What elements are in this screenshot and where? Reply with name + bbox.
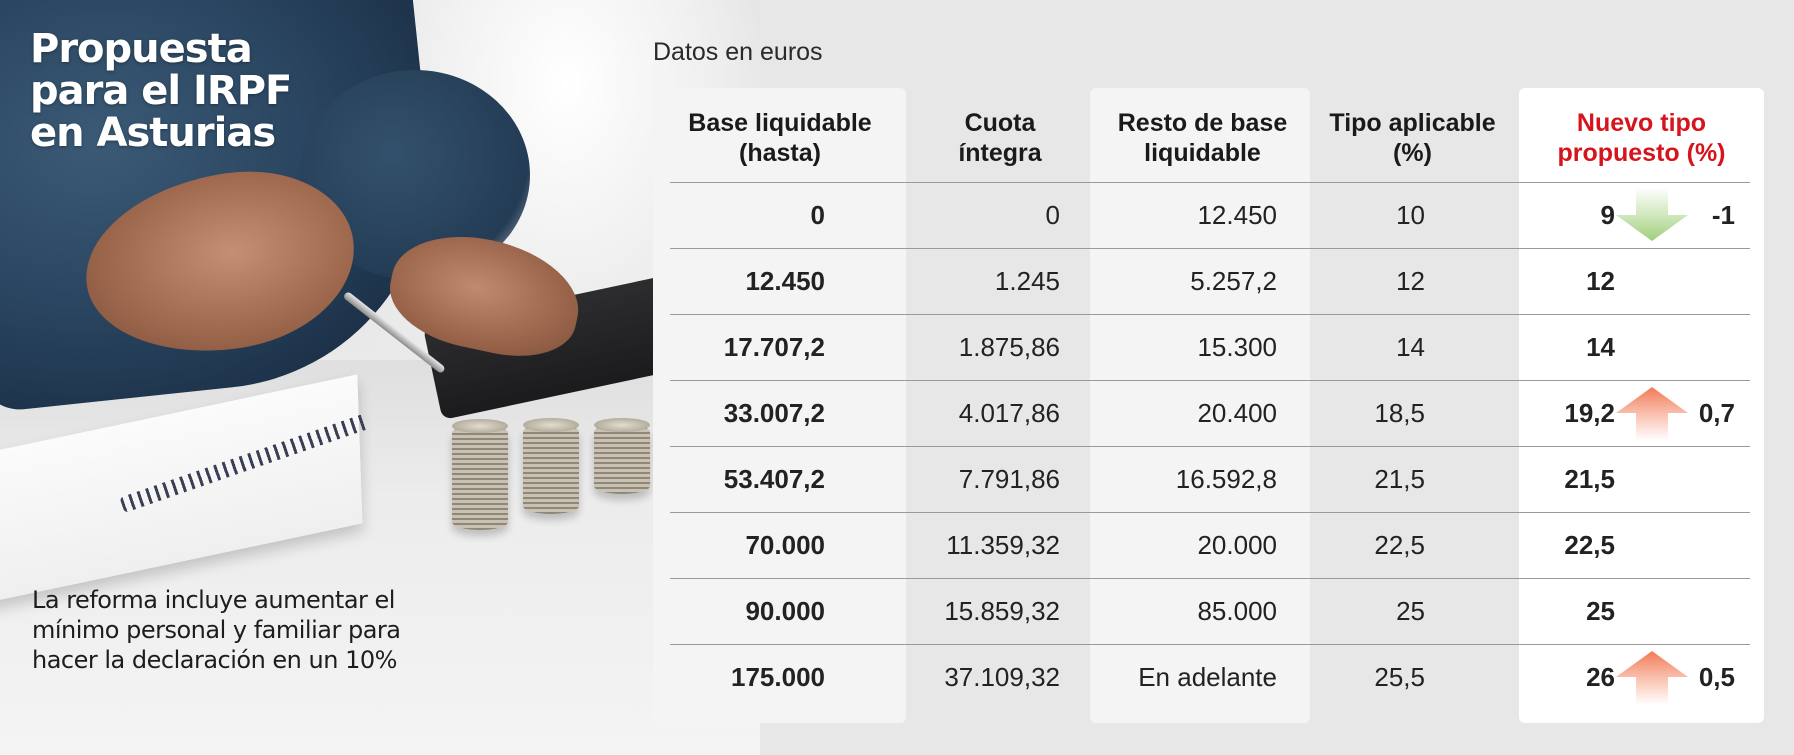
cell-cuota-integra: 1.245 — [994, 266, 1060, 296]
cell-nuevo-tipo: 19,2 — [1564, 398, 1615, 428]
headline: Propuesta para el IRPF en Asturias — [30, 26, 292, 156]
column-highlight-resto — [1090, 88, 1310, 723]
cell-tipo-aplicable: 22,5 — [1374, 530, 1425, 560]
header-base-liquidable: Base liquidable (hasta) — [660, 108, 900, 168]
cell-nuevo-tipo: 9 — [1600, 200, 1615, 230]
column-highlight-base — [653, 88, 906, 723]
cell-base-liquidable: 12.450 — [745, 266, 825, 296]
coin-stack-3 — [594, 418, 650, 494]
cell-cuota-integra: 0 — [1045, 200, 1060, 230]
cell-tipo-aplicable: 25 — [1396, 596, 1425, 626]
cell-base-liquidable: 175.000 — [731, 662, 825, 692]
row-divider — [670, 644, 1750, 645]
cell-base-liquidable: 0 — [810, 200, 825, 230]
cell-cuota-integra: 37.109,32 — [944, 662, 1060, 692]
header-base-line-1: Base liquidable — [688, 109, 872, 137]
header-nuevo-line-2: propuesto (%) — [1557, 139, 1726, 167]
cell-tipo-aplicable: 25,5 — [1374, 662, 1425, 692]
cell-cuota-integra: 4.017,86 — [958, 398, 1060, 428]
cell-resto-base: 16.592,8 — [1175, 464, 1277, 494]
cell-variacion — [1680, 248, 1735, 314]
cell-nuevo-tipo: 14 — [1586, 332, 1615, 362]
cell-nuevo-tipo: 25 — [1586, 596, 1615, 626]
cell-base-liquidable: 70.000 — [745, 530, 825, 560]
cell-cuota-integra: 11.359,32 — [946, 530, 1060, 560]
cell-base-liquidable: 53.407,2 — [723, 464, 825, 494]
cell-tipo-aplicable: 14 — [1396, 332, 1425, 362]
cell-cuota-integra: 1.875,86 — [958, 332, 1060, 362]
cell-base-liquidable: 90.000 — [745, 596, 825, 626]
row-divider — [670, 314, 1750, 315]
row-divider — [670, 380, 1750, 381]
header-tipo-line-1: Tipo aplicable — [1329, 109, 1496, 137]
cell-nuevo-tipo: 26 — [1586, 662, 1615, 692]
header-nuevo-tipo: Nuevo tipo propuesto (%) — [1519, 108, 1764, 168]
cell-resto-base: 20.400 — [1197, 398, 1277, 428]
cell-base-liquidable: 17.707,2 — [723, 332, 825, 362]
hero-photo: Propuesta para el IRPF en Asturias La re… — [0, 0, 760, 755]
cell-variacion — [1680, 446, 1735, 512]
header-cuota-integra: Cuota íntegra — [910, 108, 1090, 168]
caption: La reforma incluye aumentar el mínimo pe… — [32, 586, 401, 674]
arrow-up-icon — [1616, 651, 1688, 705]
header-cuota-line-1: Cuota — [964, 109, 1036, 137]
header-resto-base: Resto de base liquidable — [1095, 108, 1310, 168]
row-divider — [670, 512, 1750, 513]
cell-resto-base: 5.257,2 — [1190, 266, 1277, 296]
cell-variacion: 0,7 — [1698, 398, 1735, 428]
cell-resto-base: En adelante — [1138, 662, 1277, 692]
header-tipo-aplicable: Tipo aplicable (%) — [1315, 108, 1510, 168]
cell-tipo-aplicable: 18,5 — [1374, 398, 1425, 428]
cell-cuota-integra: 7.791,86 — [958, 464, 1060, 494]
cell-variacion — [1680, 578, 1735, 644]
cell-tipo-aplicable: 10 — [1396, 200, 1425, 230]
cell-variacion: -1 — [1711, 200, 1735, 230]
cell-resto-base: 20.000 — [1197, 530, 1277, 560]
header-tipo-line-2: (%) — [1393, 139, 1432, 167]
cell-base-liquidable: 33.007,2 — [723, 398, 825, 428]
cell-variacion: 0,5 — [1698, 662, 1735, 692]
cell-resto-base: 15.300 — [1197, 332, 1277, 362]
headline-line-3: en Asturias — [30, 110, 276, 156]
cell-nuevo-tipo: 21,5 — [1564, 464, 1615, 494]
row-divider — [670, 446, 1750, 447]
header-cuota-line-2: íntegra — [958, 139, 1042, 167]
cell-resto-base: 85.000 — [1197, 596, 1277, 626]
header-base-line-2: (hasta) — [739, 139, 821, 167]
units-label: Datos en euros — [653, 38, 823, 66]
cell-nuevo-tipo: 22,5 — [1564, 530, 1615, 560]
cell-cuota-integra: 15.859,32 — [944, 596, 1060, 626]
row-divider — [670, 248, 1750, 249]
cell-resto-base: 12.450 — [1197, 200, 1277, 230]
cell-tipo-aplicable: 21,5 — [1374, 464, 1425, 494]
row-divider — [670, 182, 1750, 183]
header-resto-line-1: Resto de base — [1117, 109, 1288, 137]
coin-stack-2 — [523, 418, 579, 514]
cell-nuevo-tipo: 12 — [1586, 266, 1615, 296]
header-nuevo-line-1: Nuevo tipo — [1576, 109, 1707, 137]
arrow-down-icon — [1616, 187, 1688, 241]
row-divider — [670, 578, 1750, 579]
arrow-up-icon — [1616, 387, 1688, 441]
headline-line-1: Propuesta — [30, 26, 253, 72]
cell-variacion — [1680, 512, 1735, 578]
cell-variacion — [1680, 314, 1735, 380]
cell-tipo-aplicable: 12 — [1396, 266, 1425, 296]
headline-line-2: para el IRPF — [30, 68, 292, 114]
header-resto-line-2: liquidable — [1144, 139, 1261, 167]
coin-stack-1 — [452, 419, 508, 530]
